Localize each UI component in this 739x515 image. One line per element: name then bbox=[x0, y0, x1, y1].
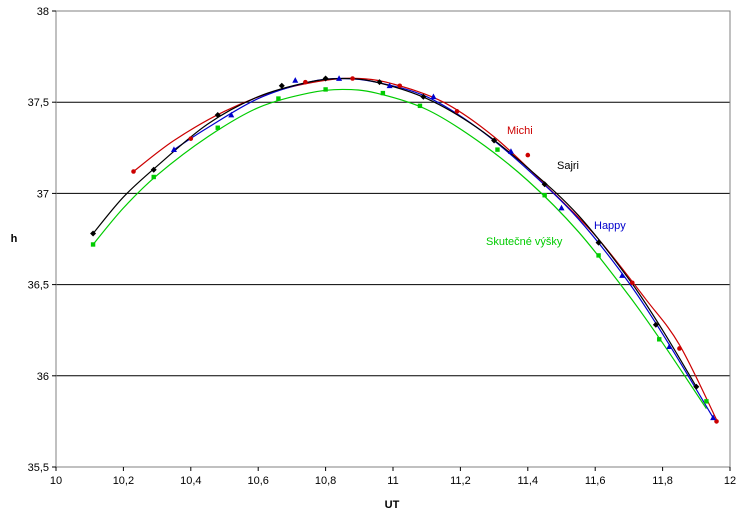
y-tick-label: 38 bbox=[37, 6, 49, 18]
data-point-happy bbox=[710, 414, 717, 421]
data-point-skute-n-v-ky bbox=[542, 193, 547, 198]
trend-line-michi bbox=[133, 77, 718, 420]
series-label-sajri: Sajri bbox=[557, 160, 579, 172]
x-tick-label: 12 bbox=[724, 475, 736, 487]
x-tick-label: 10 bbox=[50, 475, 62, 487]
x-tick-label: 10,4 bbox=[180, 475, 201, 487]
data-point-sajri bbox=[278, 82, 285, 89]
series-label-skutecne-vysky: Skutečné výšky bbox=[486, 236, 563, 248]
data-point-happy bbox=[666, 343, 673, 350]
data-point-happy bbox=[292, 77, 299, 83]
data-point-happy bbox=[386, 82, 393, 89]
data-point-michi bbox=[303, 79, 308, 85]
data-point-happy bbox=[507, 148, 514, 154]
trend-line-happy bbox=[173, 77, 714, 419]
y-tick-label: 35,5 bbox=[28, 462, 49, 474]
x-tick-label: 11 bbox=[387, 475, 398, 487]
data-point-sajri bbox=[652, 321, 659, 328]
data-point-skute-n-v-ky bbox=[151, 174, 156, 180]
data-point-sajri bbox=[214, 111, 221, 118]
data-point-skute-n-v-ky bbox=[90, 242, 96, 247]
data-point-happy bbox=[619, 272, 626, 278]
data-point-sajri bbox=[322, 75, 329, 82]
series-label-happy: Happy bbox=[594, 220, 626, 232]
x-tick-label: 11,6 bbox=[585, 475, 606, 487]
y-tick-label: 36 bbox=[37, 371, 49, 383]
x-tick-label: 10,8 bbox=[315, 475, 336, 487]
data-point-skute-n-v-ky bbox=[596, 253, 601, 258]
y-tick-label: 36,5 bbox=[28, 280, 49, 292]
x-axis-ticks: 10 10,2 10,4 10,6 10,8 11 11,2 11,4 11,6 11,8 12 bbox=[50, 467, 736, 487]
data-point-skute-n-v-ky bbox=[380, 90, 386, 96]
data-point-skute-n-v-ky bbox=[704, 399, 709, 404]
y-tick-label: 37,5 bbox=[28, 97, 49, 109]
x-tick-label: 10,2 bbox=[113, 475, 134, 487]
data-point-michi bbox=[525, 152, 531, 158]
data-point-sajri bbox=[150, 166, 157, 173]
data-point-sajri bbox=[376, 79, 383, 86]
data-point-michi bbox=[629, 280, 635, 286]
data-point-michi bbox=[397, 83, 403, 89]
data-point-sajri bbox=[541, 181, 548, 188]
data-point-skute-n-v-ky bbox=[417, 103, 423, 109]
series-label-michi: Michi bbox=[507, 125, 533, 137]
data-point-michi bbox=[188, 136, 194, 141]
x-tick-label: 11,4 bbox=[518, 475, 539, 487]
data-point-skute-n-v-ky bbox=[323, 87, 328, 92]
data-point-sajri bbox=[90, 230, 97, 237]
data-point-happy bbox=[170, 146, 177, 153]
data-point-michi bbox=[714, 419, 719, 424]
data-point-happy bbox=[430, 93, 437, 100]
y-tick-label: 37 bbox=[37, 188, 49, 200]
x-tick-label: 11,2 bbox=[450, 475, 471, 487]
data-point-sajri bbox=[420, 93, 427, 100]
x-axis-title: UT bbox=[385, 499, 400, 511]
data-point-skute-n-v-ky bbox=[495, 147, 500, 152]
data-markers bbox=[90, 75, 719, 424]
y-axis-title: h bbox=[11, 233, 18, 245]
data-point-michi bbox=[677, 346, 682, 351]
x-tick-label: 11,8 bbox=[652, 475, 673, 487]
data-point-sajri bbox=[491, 137, 498, 144]
gridlines bbox=[56, 101, 730, 377]
data-point-happy bbox=[336, 75, 343, 81]
x-tick-label: 10,6 bbox=[247, 475, 268, 487]
data-point-sajri bbox=[595, 239, 602, 246]
data-point-skute-n-v-ky bbox=[276, 96, 281, 101]
data-point-sajri bbox=[693, 383, 700, 390]
data-point-skute-n-v-ky bbox=[215, 125, 220, 130]
data-point-skute-n-v-ky bbox=[657, 337, 662, 342]
y-axis-ticks: 35,5 36 36,5 37 37,5 38 bbox=[28, 6, 56, 474]
data-point-michi bbox=[454, 109, 460, 114]
data-point-happy bbox=[228, 111, 235, 118]
data-point-michi bbox=[131, 169, 136, 174]
data-point-michi bbox=[350, 76, 355, 81]
data-point-happy bbox=[558, 204, 565, 211]
